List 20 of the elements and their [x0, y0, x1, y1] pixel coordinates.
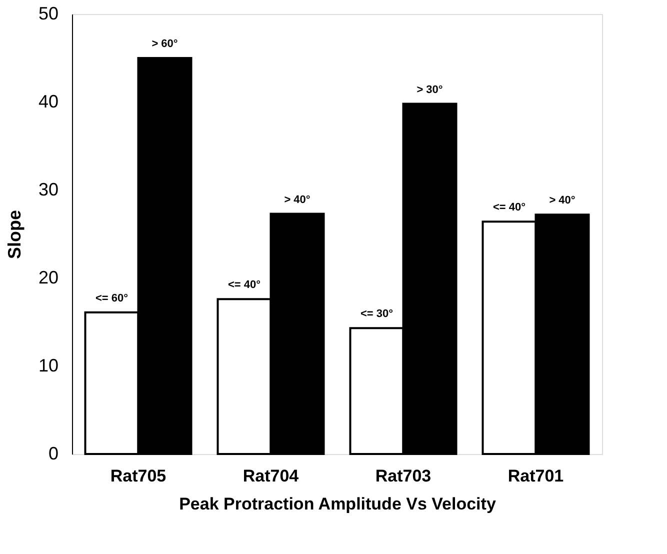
y-tick-label: 40 — [38, 92, 58, 112]
y-axis-title: Slope — [4, 210, 24, 260]
data-label: > 40° — [549, 194, 576, 207]
data-label: <= 40° — [492, 202, 526, 214]
x-tick-label: Rat701 — [508, 466, 564, 486]
data-label: <= 60° — [95, 292, 128, 304]
x-tick-label: Rat704 — [242, 466, 300, 486]
data-label: <= 30° — [360, 308, 394, 320]
data-label: <= 40° — [228, 279, 261, 292]
x-axis-title: Peak Protraction Amplitude Vs Velocity — [179, 494, 496, 514]
y-tick-label: 30 — [38, 180, 58, 200]
x-tick-label: Rat705 — [110, 466, 166, 486]
x-tick-label: Rat703 — [375, 466, 432, 486]
y-tick-label: 20 — [38, 268, 58, 288]
data-label: > 40° — [284, 194, 310, 206]
data-label: > 30° — [416, 84, 443, 96]
y-tick-label: 0 — [48, 444, 58, 464]
y-tick-label: 10 — [38, 356, 58, 376]
y-tick-label: 50 — [38, 4, 58, 24]
data-label: > 60° — [152, 38, 178, 50]
